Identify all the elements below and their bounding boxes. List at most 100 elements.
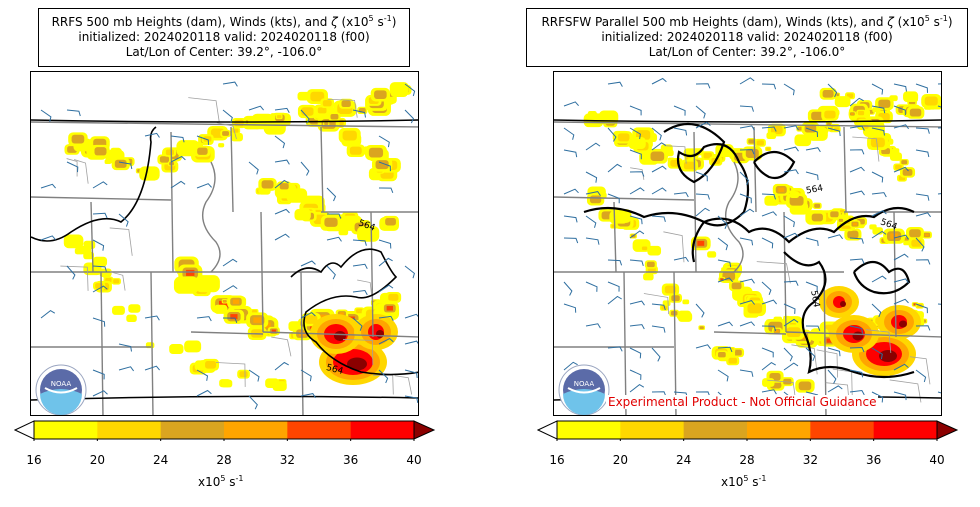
- vort-cell: [720, 278, 724, 281]
- county-line: [271, 336, 292, 357]
- vort-cell: [824, 110, 836, 119]
- height-contours: [31, 126, 418, 376]
- county-line: [327, 98, 358, 118]
- wind-barb: [66, 265, 76, 280]
- vort-cell: [770, 125, 783, 135]
- wind-barb: [66, 109, 81, 117]
- left-title-box: RRFS 500 mb Heights (dam), Winds (kts), …: [38, 8, 410, 67]
- wind-barbs: [563, 77, 941, 406]
- noaa-logo-icon: NOAA: [558, 364, 610, 415]
- vort-cell: [341, 100, 351, 107]
- wind-barb: [783, 303, 796, 314]
- vort-cell: [925, 233, 929, 237]
- wind-barb: [717, 346, 733, 353]
- vort-cell: [840, 209, 845, 213]
- mexico-border: [31, 395, 418, 401]
- county-line: [215, 362, 246, 387]
- wind-barb: [629, 149, 642, 160]
- wind-barb: [871, 275, 887, 283]
- right-title-line3: Lat/Lon of Center: 39.2°, -106.0°: [648, 45, 846, 59]
- height-contour-564: [583, 206, 915, 244]
- vort-cell: [261, 180, 274, 189]
- vort-cell: [748, 139, 755, 144]
- wind-barb: [673, 105, 686, 116]
- wind-barb: [326, 236, 342, 242]
- vort-cell: [664, 285, 677, 294]
- wind-barb: [695, 344, 711, 350]
- vort-cell: [390, 84, 409, 98]
- wind-barb: [827, 83, 838, 98]
- vort-cell: [851, 112, 854, 115]
- right-map-canvas: [554, 77, 941, 415]
- vort-cell: [699, 326, 704, 330]
- wind-barb: [144, 365, 160, 371]
- county-line: [343, 339, 374, 366]
- colorbar-tick-label: 40: [929, 453, 945, 467]
- wind-barb: [695, 105, 706, 119]
- vort-cell: [173, 276, 199, 294]
- vort-cell: [903, 240, 910, 246]
- wind-barb: [92, 239, 105, 251]
- county-line: [60, 265, 89, 291]
- wind-barb: [871, 127, 885, 136]
- wind-barb: [893, 166, 909, 173]
- wind-barb: [739, 321, 755, 327]
- wind-barb: [300, 260, 316, 267]
- county-line: [109, 271, 126, 291]
- colorbar-bin: [683, 421, 748, 439]
- wind-barb: [563, 149, 578, 158]
- wind-barb: [196, 389, 212, 397]
- vort-cell: [756, 140, 764, 146]
- colorbar-extend-max: [413, 420, 436, 440]
- wind-barb: [563, 215, 578, 223]
- vort-cell: [853, 222, 857, 226]
- wind-barb: [300, 369, 312, 382]
- wind-barb: [871, 230, 887, 239]
- wind-barb: [196, 369, 209, 381]
- colorbar-extend-min: [537, 420, 558, 440]
- wind-barb: [300, 311, 316, 319]
- canada-border: [31, 119, 418, 123]
- wind-barb: [92, 181, 108, 189]
- wind-barb: [404, 109, 414, 124]
- wind-barb: [66, 161, 79, 173]
- wind-barb: [783, 215, 795, 228]
- colorbar-tick-label: 28: [739, 453, 755, 467]
- wind-barb: [404, 369, 418, 378]
- vort-cell: [913, 303, 917, 306]
- colorbar-tick-label: 32: [802, 453, 818, 467]
- county-line: [372, 374, 394, 395]
- wind-barb: [761, 361, 776, 371]
- noaa-logo-icon: NOAA: [35, 364, 87, 415]
- state-line: [202, 161, 221, 273]
- county-borders: [60, 97, 413, 395]
- vort-cell: [838, 218, 844, 222]
- vort-cell: [731, 282, 742, 290]
- right-title-line1: RRFSFW Parallel 500 mb Heights (dam), Wi…: [541, 14, 953, 29]
- wind-barb: [585, 237, 600, 245]
- state-line: [90, 201, 94, 273]
- vort-cell: [775, 329, 779, 333]
- wind-barb: [563, 237, 579, 244]
- wind-barb: [717, 277, 733, 283]
- wind-barb: [849, 190, 865, 196]
- county-line: [216, 122, 237, 140]
- wind-barb: [871, 303, 882, 318]
- wind-barb: [871, 347, 883, 360]
- wind-barb: [352, 263, 368, 269]
- wind-barb: [326, 265, 336, 280]
- vort-cell: [834, 96, 851, 108]
- vort-cell: [733, 349, 742, 356]
- wind-barb: [915, 303, 928, 314]
- wind-barb: [563, 303, 577, 313]
- core-ring: [334, 331, 346, 341]
- vort-cell: [186, 269, 195, 276]
- vort-cell: [169, 344, 184, 355]
- vort-cell: [814, 203, 821, 208]
- vort-cell: [294, 208, 311, 221]
- colorbar-tick-label: 36: [866, 453, 882, 467]
- wind-barb: [871, 192, 887, 198]
- wind-barb: [585, 171, 598, 183]
- vort-cell: [682, 299, 690, 305]
- wind-barb: [827, 234, 843, 240]
